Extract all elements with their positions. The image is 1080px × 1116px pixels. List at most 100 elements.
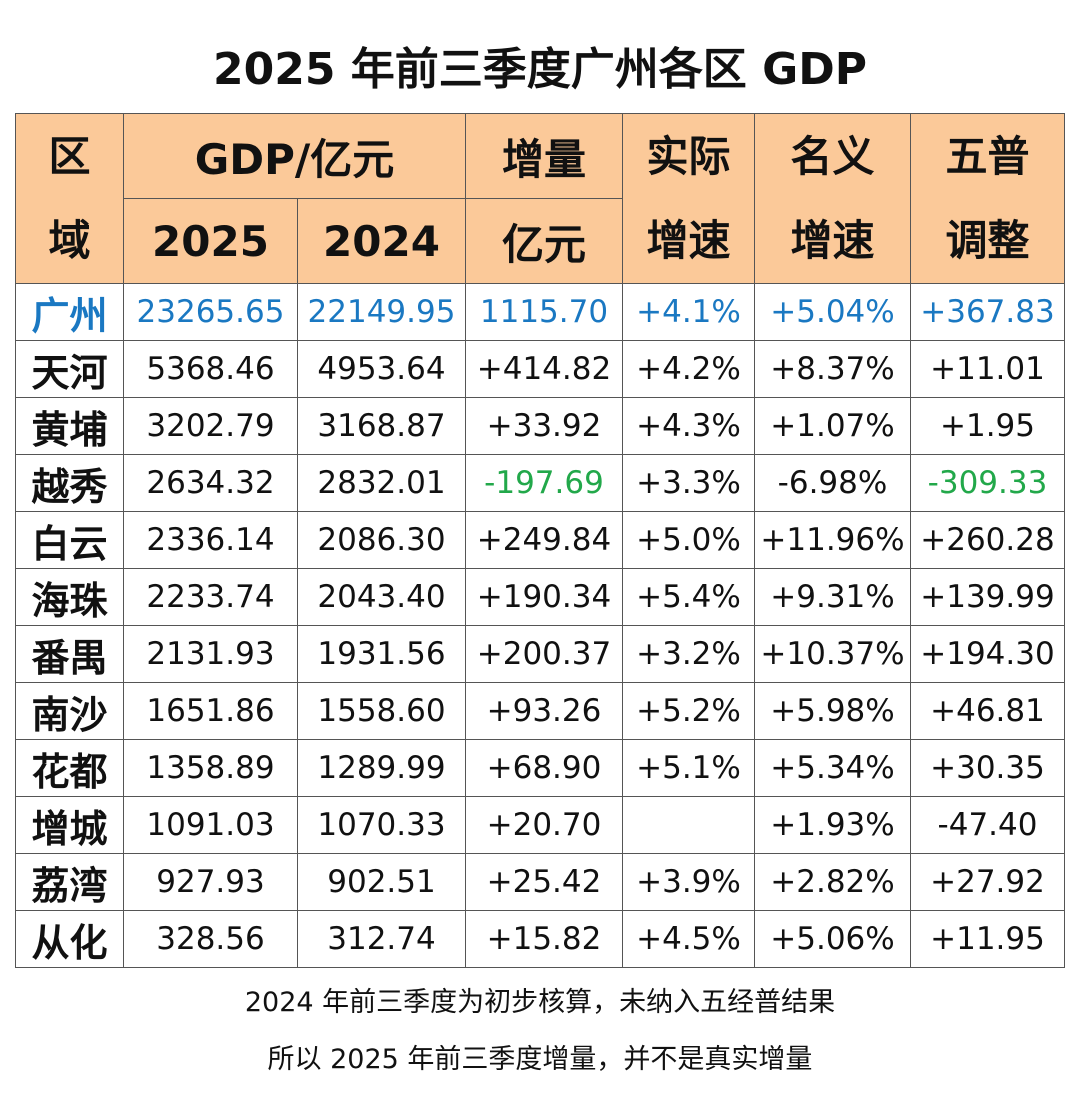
cell-census-adjust: -309.33 <box>910 454 1065 512</box>
cell-increase: +20.70 <box>465 796 623 854</box>
header-census-adjust-line1: 五普 <box>945 131 1030 181</box>
cell-gdp-2024: 2043.40 <box>297 568 466 626</box>
header-census-adjust: 五普 调整 <box>910 113 1065 284</box>
cell-census-adjust: +260.28 <box>910 511 1065 569</box>
table-row: 海珠 2233.74 2043.40 +190.34 +5.4% +9.31% +139.9… <box>15 568 1065 626</box>
cell-gdp-2025: 927.93 <box>123 853 298 911</box>
table-body: 广州 23265.65 22149.95 1115.70 +4.1% +5.04% +367… <box>15 283 1065 968</box>
cell-real-growth: +3.9% <box>622 853 755 911</box>
table-row: 白云 2336.14 2086.30 +249.84 +5.0% +11.96% +260.… <box>15 511 1065 569</box>
cell-increase: +33.92 <box>465 397 623 455</box>
table-row: 花都 1358.89 1289.99 +68.90 +5.1% +5.34% +30.35 <box>15 739 1065 797</box>
header-year-2024: 2024 <box>297 198 466 284</box>
cell-increase: 1115.70 <box>465 283 623 341</box>
cell-gdp-2024: 1289.99 <box>297 739 466 797</box>
cell-region: 从化 <box>15 910 124 968</box>
cell-gdp-2024: 312.74 <box>297 910 466 968</box>
cell-real-growth: +5.0% <box>622 511 755 569</box>
cell-increase: +15.82 <box>465 910 623 968</box>
cell-gdp-2024: 2086.30 <box>297 511 466 569</box>
cell-real-growth: +4.5% <box>622 910 755 968</box>
table-row: 黄埔 3202.79 3168.87 +33.92 +4.3% +1.07% +1.95 <box>15 397 1065 455</box>
cell-nominal-growth: +1.07% <box>754 397 911 455</box>
cell-region: 番禺 <box>15 625 124 683</box>
cell-region: 白云 <box>15 511 124 569</box>
cell-census-adjust: -47.40 <box>910 796 1065 854</box>
cell-increase: -197.69 <box>465 454 623 512</box>
cell-gdp-2024: 1070.33 <box>297 796 466 854</box>
cell-nominal-growth: +5.06% <box>754 910 911 968</box>
cell-gdp-2024: 4953.64 <box>297 340 466 398</box>
cell-increase: +93.26 <box>465 682 623 740</box>
cell-gdp-2025: 2336.14 <box>123 511 298 569</box>
gdp-table: 区 域 GDP/亿元 增量 实际 增速 名义 增速 五普 调整 2025 202… <box>15 113 1065 968</box>
cell-increase: +249.84 <box>465 511 623 569</box>
cell-real-growth: +5.2% <box>622 682 755 740</box>
cell-gdp-2024: 2832.01 <box>297 454 466 512</box>
cell-gdp-2024: 1558.60 <box>297 682 466 740</box>
table-row: 南沙 1651.86 1558.60 +93.26 +5.2% +5.98% +46.81 <box>15 682 1065 740</box>
cell-nominal-growth: +11.96% <box>754 511 911 569</box>
table-row: 荔湾 927.93 902.51 +25.42 +3.9% +2.82% +27.92 <box>15 853 1065 911</box>
cell-census-adjust: +194.30 <box>910 625 1065 683</box>
cell-gdp-2024: 3168.87 <box>297 397 466 455</box>
cell-gdp-2025: 3202.79 <box>123 397 298 455</box>
table-row: 番禺 2131.93 1931.56 +200.37 +3.2% +10.37% +194.… <box>15 625 1065 683</box>
cell-nominal-growth: -6.98% <box>754 454 911 512</box>
cell-real-growth: +3.3% <box>622 454 755 512</box>
cell-gdp-2024: 902.51 <box>297 853 466 911</box>
header-nominal-growth: 名义 增速 <box>754 113 911 284</box>
cell-census-adjust: +139.99 <box>910 568 1065 626</box>
cell-increase: +68.90 <box>465 739 623 797</box>
cell-increase: +190.34 <box>465 568 623 626</box>
cell-gdp-2025: 2634.32 <box>123 454 298 512</box>
cell-region: 海珠 <box>15 568 124 626</box>
table-row: 越秀 2634.32 2832.01 -197.69 +3.3% -6.98% -309.3… <box>15 454 1065 512</box>
cell-region: 荔湾 <box>15 853 124 911</box>
cell-gdp-2025: 2233.74 <box>123 568 298 626</box>
cell-region: 南沙 <box>15 682 124 740</box>
header-region-line1: 区 <box>48 131 91 181</box>
table-row: 天河 5368.46 4953.64 +414.82 +4.2% +8.37% +11.01 <box>15 340 1065 398</box>
cell-nominal-growth: +5.34% <box>754 739 911 797</box>
cell-gdp-2025: 23265.65 <box>123 283 298 341</box>
cell-nominal-growth: +10.37% <box>754 625 911 683</box>
cell-census-adjust: +11.95 <box>910 910 1065 968</box>
header-real-growth-line1: 实际 <box>646 131 731 181</box>
cell-nominal-growth: +5.04% <box>754 283 911 341</box>
header-gdp: GDP/亿元 <box>123 113 466 199</box>
header-real-growth-line2: 增速 <box>646 215 731 265</box>
cell-census-adjust: +1.95 <box>910 397 1065 455</box>
cell-real-growth <box>622 796 755 854</box>
footnote-2: 所以 2025 年前三季度增量，并不是真实增量 <box>267 1044 813 1075</box>
cell-gdp-2025: 1651.86 <box>123 682 298 740</box>
cell-region: 天河 <box>15 340 124 398</box>
cell-gdp-2024: 1931.56 <box>297 625 466 683</box>
header-increase: 增量 <box>465 113 623 199</box>
cell-gdp-2025: 5368.46 <box>123 340 298 398</box>
header-region: 区 域 <box>15 113 124 284</box>
cell-real-growth: +4.1% <box>622 283 755 341</box>
table-row: 增城 1091.03 1070.33 +20.70 +1.93% -47.40 <box>15 796 1065 854</box>
cell-nominal-growth: +1.93% <box>754 796 911 854</box>
cell-census-adjust: +11.01 <box>910 340 1065 398</box>
cell-nominal-growth: +8.37% <box>754 340 911 398</box>
page-title: 2025 年前三季度广州各区 GDP <box>213 44 867 95</box>
cell-increase: +200.37 <box>465 625 623 683</box>
cell-region: 花都 <box>15 739 124 797</box>
cell-census-adjust: +46.81 <box>910 682 1065 740</box>
header-census-adjust-line2: 调整 <box>945 215 1030 265</box>
cell-gdp-2025: 1358.89 <box>123 739 298 797</box>
cell-nominal-growth: +9.31% <box>754 568 911 626</box>
cell-gdp-2025: 2131.93 <box>123 625 298 683</box>
header-year-2025: 2025 <box>123 198 298 284</box>
cell-gdp-2025: 1091.03 <box>123 796 298 854</box>
cell-census-adjust: +30.35 <box>910 739 1065 797</box>
cell-census-adjust: +27.92 <box>910 853 1065 911</box>
cell-real-growth: +4.2% <box>622 340 755 398</box>
cell-region: 黄埔 <box>15 397 124 455</box>
cell-region: 增城 <box>15 796 124 854</box>
cell-region: 越秀 <box>15 454 124 512</box>
table-row: 从化 328.56 312.74 +15.82 +4.5% +5.06% +11.95 <box>15 910 1065 968</box>
footnote-1: 2024 年前三季度为初步核算，未纳入五经普结果 <box>244 987 836 1018</box>
